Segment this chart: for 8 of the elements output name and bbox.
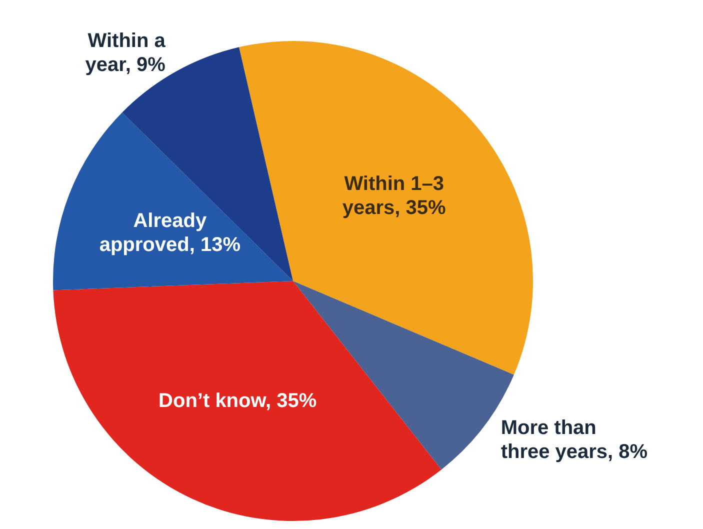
slice-label: Don’t know, 35% <box>158 388 317 413</box>
slice-label: Within 1–3 years, 35% <box>341 172 447 220</box>
pie-slice <box>53 112 293 290</box>
pie-slice <box>53 281 442 521</box>
slice-label: Already approved, 13% <box>98 209 242 258</box>
slice-label: Within a year, 9% <box>84 28 166 77</box>
slice-label: More than three years, 8% <box>500 416 649 464</box>
pie-slice <box>239 41 533 375</box>
